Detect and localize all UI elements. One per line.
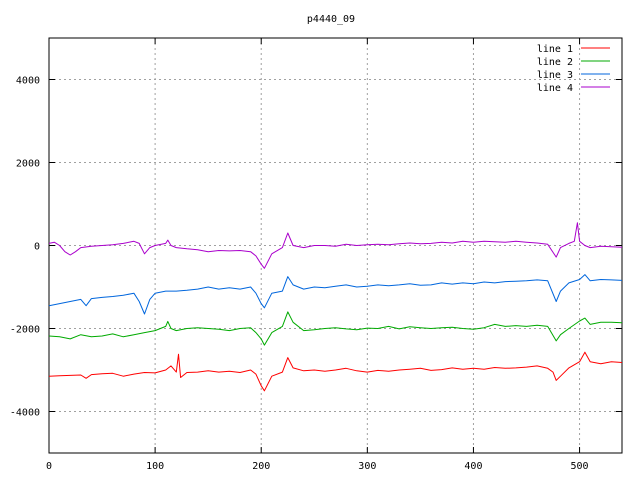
y-tick-label: -2000 [10, 325, 40, 336]
series-line-3 [48, 274, 623, 315]
chart-title: p4440_09 [307, 14, 355, 25]
y-tick-label: -4000 [10, 408, 40, 419]
x-tick-label: 0 [46, 461, 52, 472]
x-tick-label: 100 [146, 461, 164, 472]
legend: line 1 line 2 line 3 line 4 [537, 44, 610, 94]
y-tick-label: 0 [34, 242, 40, 253]
legend-label-2: line 2 [537, 57, 573, 68]
series-line-2 [48, 311, 623, 346]
x-tick-label: 400 [464, 461, 482, 472]
legend-label-4: line 4 [537, 83, 573, 94]
series-line-1 [48, 351, 623, 392]
legend-label-1: line 1 [537, 44, 573, 55]
grid-lines [49, 38, 622, 453]
x-tick-label: 200 [252, 461, 270, 472]
y-tick-label: 2000 [16, 159, 40, 170]
legend-label-3: line 3 [537, 70, 573, 81]
x-tick-label: 300 [358, 461, 376, 472]
series-line-4 [48, 222, 623, 269]
y-tick-label: 4000 [16, 76, 40, 87]
axis-ticks: 0 100 200 300 400 500 -4000 -2000 0 2000 4000 [10, 38, 622, 472]
series-layer [48, 222, 623, 392]
x-tick-label: 500 [571, 461, 589, 472]
